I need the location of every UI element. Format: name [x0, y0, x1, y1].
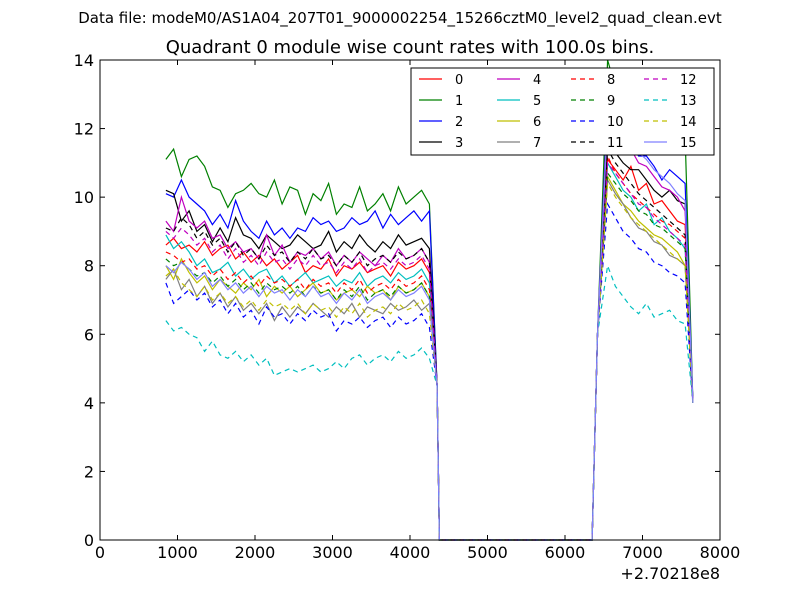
series-line-0 — [165, 157, 694, 541]
legend-label-14: 14 — [680, 115, 697, 130]
chart-title: Quadrant 0 module wise count rates with … — [166, 37, 655, 58]
x-tick-label: 8000 — [700, 543, 741, 562]
y-tick-label: 6 — [84, 325, 94, 344]
series-line-11 — [165, 147, 694, 541]
x-tick-label: 1000 — [157, 543, 198, 562]
legend-label-9: 9 — [607, 94, 615, 109]
x-tick-label: 5000 — [467, 543, 508, 562]
series-line-3 — [165, 140, 694, 541]
legend-label-1: 1 — [455, 94, 463, 109]
x-tick-label: 0 — [95, 543, 105, 562]
y-tick-label: 14 — [74, 51, 94, 70]
legend-label-4: 4 — [533, 73, 541, 88]
series-line-12 — [165, 161, 694, 541]
y-tick-label: 12 — [74, 120, 94, 139]
series-line-9 — [165, 171, 694, 541]
y-tick-label: 0 — [84, 531, 94, 550]
legend-label-8: 8 — [607, 73, 615, 88]
legend-label-0: 0 — [455, 73, 463, 88]
y-tick-label: 2 — [84, 462, 94, 481]
x-offset-label: +2.70218e8 — [620, 564, 720, 583]
series-line-13 — [165, 263, 694, 541]
series-line-4 — [165, 111, 694, 541]
legend-label-15: 15 — [680, 136, 697, 151]
y-tick-label: 8 — [84, 257, 94, 276]
legend-label-7: 7 — [533, 136, 541, 151]
legend-label-11: 11 — [607, 136, 624, 151]
legend-label-10: 10 — [607, 115, 624, 130]
axis-ticks: 0 1000 2000 3000 4000 5000 6000 7000 80000246810… — [74, 51, 741, 562]
legend-label-3: 3 — [455, 136, 463, 151]
series-line-14 — [165, 181, 694, 541]
legend-box — [410, 67, 715, 156]
legend-label-12: 12 — [680, 73, 697, 88]
y-tick-label: 10 — [74, 188, 94, 207]
x-tick-label: 4000 — [390, 543, 431, 562]
figure-suptitle: Data file: modeM0/AS1A04_207T01_90000022… — [78, 9, 722, 28]
series-line-5 — [165, 160, 694, 541]
legend-label-6: 6 — [533, 115, 541, 130]
x-tick-label: 6000 — [545, 543, 586, 562]
legend-label-5: 5 — [533, 94, 541, 109]
x-tick-label: 2000 — [235, 543, 276, 562]
legend-label-2: 2 — [455, 115, 463, 130]
series-line-6 — [165, 174, 694, 541]
series-line-7 — [165, 177, 694, 541]
x-tick-label: 3000 — [312, 543, 353, 562]
series-line-10 — [165, 202, 694, 541]
x-tick-label: 7000 — [622, 543, 663, 562]
legend-label-13: 13 — [680, 94, 697, 109]
y-tick-label: 4 — [84, 394, 94, 413]
